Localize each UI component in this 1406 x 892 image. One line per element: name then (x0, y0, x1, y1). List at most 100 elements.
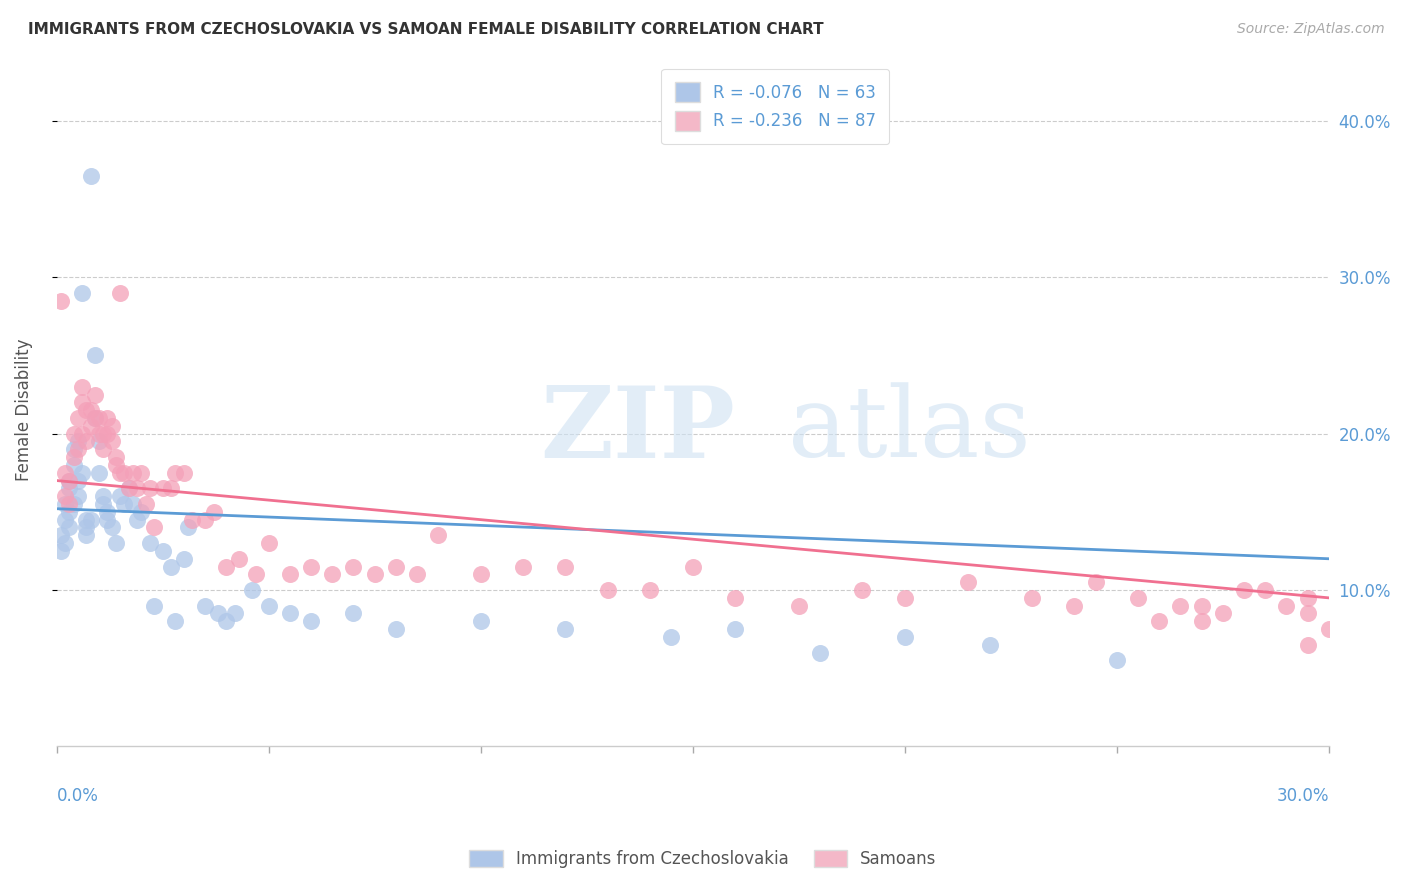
Point (87, 411, 110, 425)
Point (893, 591, 915, 605)
Point (83, 411, 105, 425)
Point (49, 544, 72, 558)
Point (1084, 575, 1107, 590)
Point (1402, 622, 1406, 636)
Point (1126, 591, 1149, 605)
Point (385, 559, 408, 574)
Point (165, 466, 187, 480)
Point (91, 442, 114, 457)
Point (257, 599, 280, 613)
Point (79, 403, 101, 417)
Point (640, 582, 662, 597)
Point (194, 599, 217, 613)
Point (70, 380, 93, 394)
Point (554, 622, 576, 636)
Point (139, 482, 162, 496)
Point (96, 411, 118, 425)
Point (1233, 582, 1256, 597)
Legend: R = -0.076   N = 63, R = -0.236   N = 87: R = -0.076 N = 63, R = -0.236 N = 87 (661, 69, 890, 145)
Point (58, 474, 80, 488)
Point (173, 466, 195, 480)
Point (87, 434, 110, 449)
Point (1191, 599, 1213, 613)
Point (1105, 653, 1128, 667)
Point (160, 482, 183, 496)
Point (58, 474, 80, 488)
Point (100, 520, 122, 534)
Point (104, 536, 127, 550)
Point (342, 607, 364, 621)
Point (1021, 591, 1043, 605)
Point (114, 497, 136, 511)
Point (160, 559, 183, 574)
Point (100, 418, 122, 433)
Point (512, 559, 534, 574)
Point (118, 482, 141, 496)
Point (957, 575, 980, 590)
Point (100, 434, 122, 449)
Point (427, 528, 450, 542)
Point (979, 638, 1001, 652)
Point (139, 536, 162, 550)
Point (1212, 607, 1234, 621)
Point (893, 630, 915, 644)
Point (470, 567, 492, 582)
Point (70, 285, 93, 300)
Point (66, 411, 89, 425)
Point (181, 513, 204, 527)
Point (75, 403, 97, 417)
Y-axis label: Female Disability: Female Disability (15, 339, 32, 482)
Point (96, 426, 118, 441)
Point (49, 528, 72, 542)
Text: atlas: atlas (789, 383, 1031, 478)
Point (75, 513, 97, 527)
Point (470, 615, 492, 629)
Point (363, 567, 385, 582)
Point (787, 599, 810, 613)
Text: ZIP: ZIP (540, 382, 735, 479)
Point (79, 418, 101, 433)
Point (278, 567, 301, 582)
Point (79, 169, 101, 183)
Point (152, 544, 174, 558)
Point (110, 489, 132, 503)
Point (1381, 599, 1403, 613)
Point (87, 466, 110, 480)
Legend: Immigrants from Czechoslovakia, Samoans: Immigrants from Czechoslovakia, Samoans (463, 843, 943, 875)
Text: 30.0%: 30.0% (1277, 787, 1329, 805)
Point (62, 458, 84, 472)
Point (58, 482, 80, 496)
Point (83, 411, 105, 425)
Point (406, 567, 429, 582)
Point (118, 482, 141, 496)
Point (215, 615, 238, 629)
Point (53, 497, 76, 511)
Point (122, 466, 145, 480)
Point (62, 450, 84, 464)
Point (1147, 615, 1170, 629)
Point (165, 615, 187, 629)
Point (152, 482, 174, 496)
Point (66, 489, 89, 503)
Point (104, 450, 127, 464)
Point (127, 482, 149, 496)
Point (342, 559, 364, 574)
Point (53, 513, 76, 527)
Point (131, 466, 153, 480)
Point (299, 615, 322, 629)
Point (53, 489, 76, 503)
Point (127, 513, 149, 527)
Point (194, 513, 217, 527)
Point (70, 426, 93, 441)
Point (1296, 591, 1319, 605)
Point (62, 497, 84, 511)
Point (58, 520, 80, 534)
Point (58, 497, 80, 511)
Point (87, 426, 110, 441)
Point (110, 285, 132, 300)
Point (53, 536, 76, 550)
Point (83, 348, 105, 362)
Point (1296, 638, 1319, 652)
Point (70, 466, 93, 480)
Point (143, 520, 166, 534)
